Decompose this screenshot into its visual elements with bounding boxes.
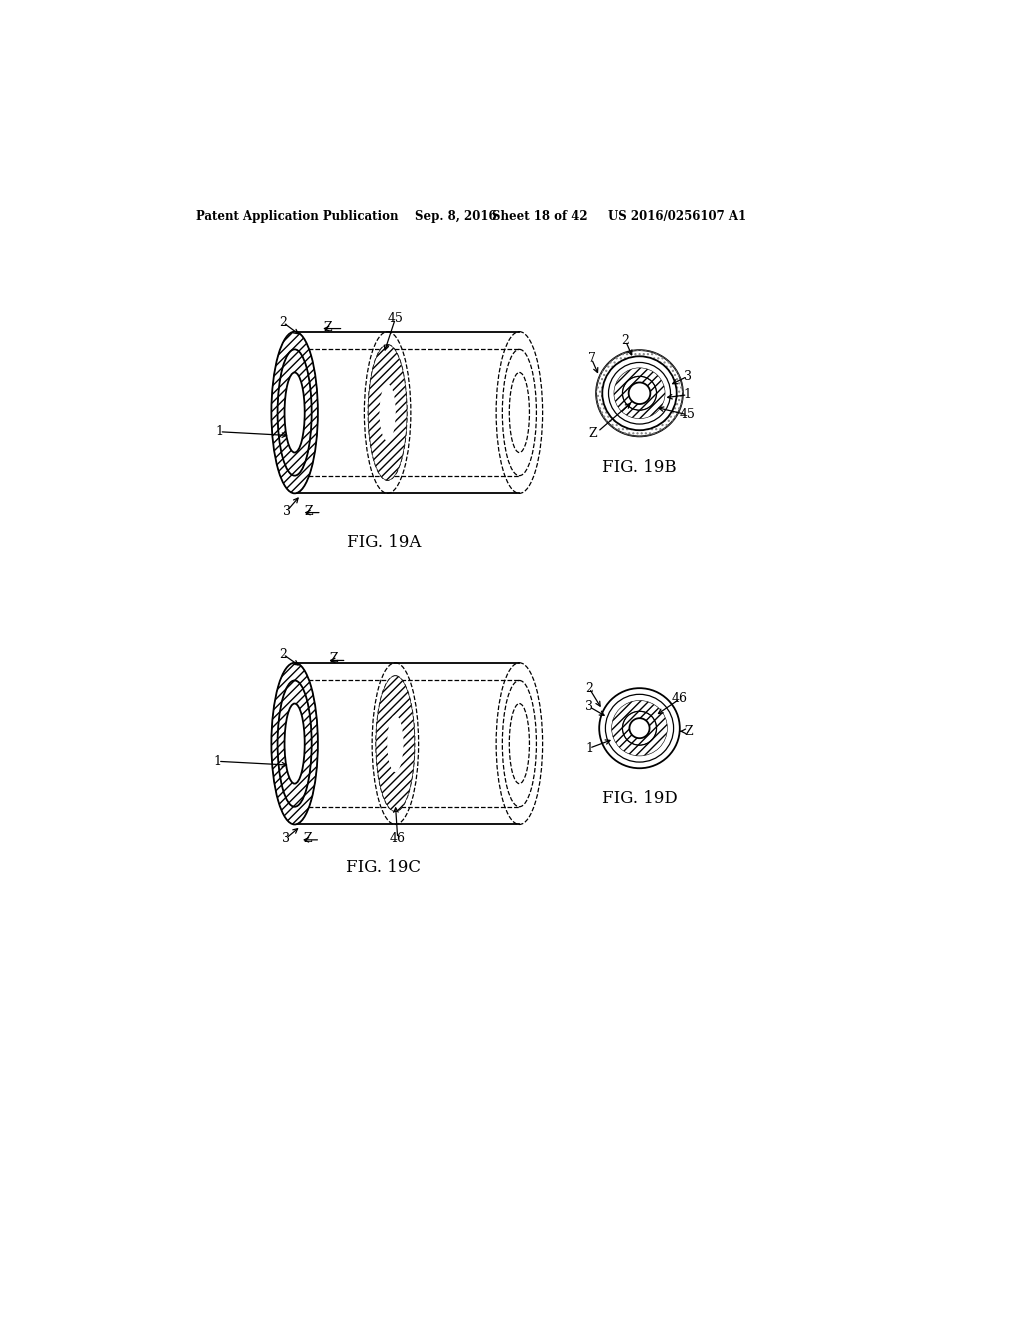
Text: 2: 2 [280, 315, 287, 329]
Text: FIG. 19C: FIG. 19C [346, 859, 421, 876]
Ellipse shape [630, 718, 649, 738]
Ellipse shape [596, 350, 683, 437]
Ellipse shape [599, 688, 680, 768]
Text: Z: Z [324, 321, 332, 334]
Text: 2: 2 [622, 334, 630, 347]
Text: 46: 46 [672, 693, 688, 705]
Ellipse shape [285, 704, 305, 784]
Text: FIG. 19A: FIG. 19A [346, 535, 421, 552]
Ellipse shape [376, 676, 415, 812]
Ellipse shape [387, 715, 403, 772]
Text: Patent Application Publication: Patent Application Publication [197, 210, 398, 223]
Text: Z: Z [684, 725, 693, 738]
Ellipse shape [285, 372, 305, 453]
Text: 3: 3 [585, 700, 593, 713]
Text: Z: Z [589, 426, 597, 440]
Ellipse shape [369, 345, 407, 480]
Ellipse shape [271, 331, 317, 494]
Ellipse shape [271, 663, 317, 825]
Text: Z: Z [305, 504, 313, 517]
Ellipse shape [605, 694, 674, 762]
Ellipse shape [623, 376, 656, 411]
Text: FIG. 19B: FIG. 19B [602, 459, 677, 475]
Text: 2: 2 [280, 648, 287, 661]
Ellipse shape [629, 383, 650, 404]
Text: 1: 1 [215, 425, 223, 438]
Text: 46: 46 [390, 832, 406, 845]
Ellipse shape [608, 363, 671, 424]
Text: 3: 3 [283, 504, 291, 517]
Text: FIG. 19D: FIG. 19D [602, 789, 677, 807]
Text: 3: 3 [282, 832, 290, 845]
Ellipse shape [623, 711, 656, 744]
Ellipse shape [278, 681, 311, 807]
Text: 1: 1 [214, 755, 222, 768]
Text: 2: 2 [585, 681, 593, 694]
Text: Sheet 18 of 42: Sheet 18 of 42 [493, 210, 588, 223]
Text: 3: 3 [684, 370, 691, 383]
Ellipse shape [602, 356, 677, 430]
Text: 1: 1 [684, 388, 691, 401]
Text: Z: Z [303, 832, 311, 845]
Text: Z: Z [330, 652, 338, 665]
Text: Sep. 8, 2016: Sep. 8, 2016 [415, 210, 497, 223]
Text: 45: 45 [680, 408, 695, 421]
Ellipse shape [380, 384, 395, 441]
Text: 1: 1 [585, 742, 593, 755]
Text: US 2016/0256107 A1: US 2016/0256107 A1 [608, 210, 746, 223]
Text: 45: 45 [387, 312, 403, 325]
Ellipse shape [278, 350, 311, 475]
Text: 7: 7 [588, 352, 595, 366]
